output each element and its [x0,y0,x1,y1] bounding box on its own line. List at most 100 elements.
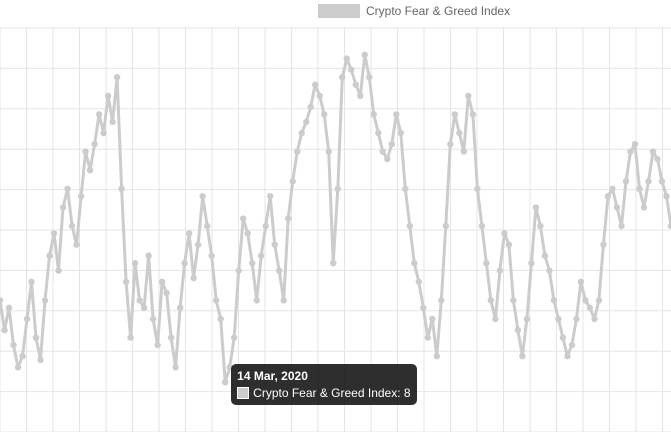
data-point[interactable] [230,334,238,341]
data-point[interactable] [406,222,414,230]
data-point[interactable] [631,140,639,148]
data-point[interactable] [442,222,450,230]
data-point[interactable] [613,204,621,211]
data-point[interactable] [244,230,251,237]
data-point[interactable] [415,278,423,285]
data-point[interactable] [321,111,328,118]
data-point[interactable] [131,260,139,267]
data-point[interactable] [429,315,436,323]
data-point[interactable] [267,193,274,200]
data-point[interactable] [145,252,152,259]
data-point[interactable] [303,118,310,126]
data-point[interactable] [447,140,454,148]
data-point[interactable] [532,204,540,211]
data-point[interactable] [46,252,53,259]
data-point[interactable] [649,148,657,155]
data-point[interactable] [294,148,301,155]
data-point[interactable] [487,297,495,304]
data-point[interactable] [289,178,296,185]
data-point[interactable] [519,353,526,360]
data-point[interactable] [10,341,17,349]
data-point[interactable] [600,241,607,248]
data-point[interactable] [469,111,477,118]
data-point[interactable] [339,74,346,81]
data-point[interactable] [523,315,531,323]
data-point[interactable] [298,129,305,137]
data-point[interactable] [28,278,35,285]
data-point[interactable] [577,278,585,285]
data-point[interactable] [37,356,44,364]
data-point[interactable] [19,353,26,360]
data-point[interactable] [91,140,98,148]
data-point[interactable] [424,334,432,341]
data-point[interactable] [402,185,409,192]
data-point[interactable] [510,297,517,304]
data-point[interactable] [104,92,112,100]
data-point[interactable] [388,140,395,148]
data-point[interactable] [176,304,184,312]
data-point[interactable] [172,364,179,371]
data-point[interactable] [235,267,242,274]
data-point[interactable] [658,178,666,185]
data-point[interactable] [64,185,71,192]
data-point[interactable] [280,297,287,304]
data-point[interactable] [212,297,220,304]
data-point[interactable] [158,278,166,285]
data-point[interactable] [109,118,116,126]
data-point[interactable] [411,260,418,267]
data-point[interactable] [77,193,85,200]
data-point[interactable] [276,267,283,274]
data-point[interactable] [393,111,400,118]
data-point[interactable] [366,74,373,81]
data-point[interactable] [73,241,80,248]
data-point[interactable] [316,92,323,100]
data-point[interactable] [636,185,643,192]
data-point[interactable] [465,92,472,100]
data-point[interactable] [379,148,386,155]
data-point[interactable] [370,111,377,118]
data-point[interactable] [433,353,441,360]
data-point[interactable] [154,341,161,349]
data-point[interactable] [82,148,89,155]
data-point[interactable] [546,267,553,274]
data-point[interactable] [5,304,13,312]
data-point[interactable] [568,341,576,349]
data-point[interactable] [537,222,544,230]
data-point[interactable] [50,230,58,237]
data-point[interactable] [528,260,535,267]
data-point[interactable] [217,315,224,323]
data-point[interactable] [555,315,562,323]
data-point[interactable] [609,185,616,192]
data-point[interactable] [1,326,8,334]
data-point[interactable] [0,297,4,304]
data-point[interactable] [357,92,364,100]
data-point[interactable] [100,129,107,137]
data-point[interactable] [640,204,648,211]
data-point[interactable] [86,167,94,174]
data-point[interactable] [352,81,359,88]
data-point[interactable] [239,215,247,222]
data-point[interactable] [55,267,62,274]
data-point[interactable] [208,252,215,259]
data-point[interactable] [663,193,670,200]
data-point[interactable] [330,260,337,267]
data-point[interactable] [618,222,625,230]
data-point[interactable] [496,267,504,274]
data-point[interactable] [307,103,314,111]
data-point[interactable] [203,222,211,230]
data-point[interactable] [559,334,567,341]
data-point[interactable] [474,185,481,192]
data-point[interactable] [654,155,661,163]
data-point[interactable] [397,129,404,137]
data-point[interactable] [595,297,603,304]
data-point[interactable] [451,111,459,118]
data-point[interactable] [627,148,634,155]
data-point[interactable] [113,74,121,81]
data-point[interactable] [586,304,594,312]
data-point[interactable] [492,315,499,323]
data-point[interactable] [456,129,463,137]
data-point[interactable] [501,230,508,237]
data-point[interactable] [541,252,549,259]
data-point[interactable] [667,222,671,230]
data-point[interactable] [312,81,319,88]
